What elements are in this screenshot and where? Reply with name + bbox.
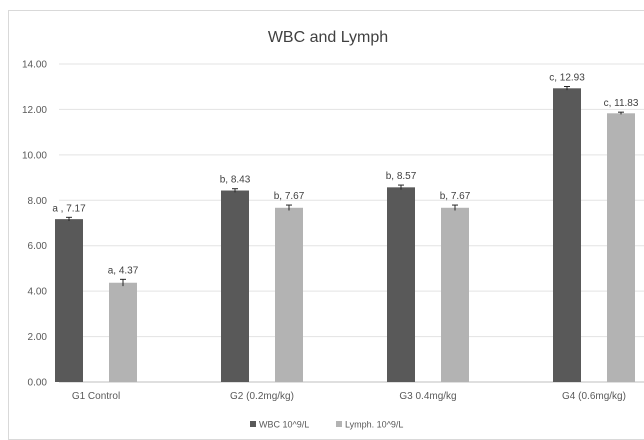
bar (221, 190, 249, 382)
data-label: a , 7.17 (52, 203, 86, 214)
data-label: c, 11.83 (604, 98, 639, 109)
bar (607, 113, 635, 382)
legend-label: WBC 10^9/L (259, 420, 309, 430)
bars: a , 7.17 a, 4.37 b, 8.43 b, 7.67 b, 8.57 b, 7… (52, 72, 639, 382)
y-tick-label: 12.00 (22, 105, 47, 116)
x-tick-label: G3 0.4mg/kg (399, 391, 456, 402)
y-tick-label: 6.00 (28, 241, 48, 252)
bar (441, 207, 469, 382)
x-axis: G1 Control G2 (0.2mg/kg) G3 0.4mg/kg G4 (0.… (72, 391, 626, 402)
gridlines (59, 63, 644, 383)
x-tick-label: G4 (0.6mg/kg) (562, 391, 626, 402)
y-tick-label: 4.00 (28, 287, 48, 298)
x-tick-label: G1 Control (72, 391, 120, 402)
y-tick-label: 8.00 (28, 196, 48, 207)
y-axis: 0.00 2.00 4.00 6.00 8.00 10.00 12.00 14.00 (22, 60, 47, 389)
bar (553, 88, 581, 382)
y-tick-label: 2.00 (28, 332, 48, 343)
data-label: b, 7.67 (440, 191, 471, 202)
legend-swatch (336, 421, 342, 427)
legend: WBC 10^9/L Lymph. 10^9/L (250, 420, 403, 430)
x-tick-label: G2 (0.2mg/kg) (230, 391, 294, 402)
y-tick-label: 10.00 (22, 150, 47, 161)
y-tick-label: 0.00 (28, 378, 48, 389)
legend-label: Lymph. 10^9/L (345, 420, 403, 430)
data-label: b, 7.67 (274, 191, 305, 202)
chart-title: WBC and Lymph (268, 29, 388, 46)
data-label: c, 12.93 (549, 72, 585, 83)
data-label: a, 4.37 (108, 265, 139, 276)
legend-swatch (250, 421, 256, 427)
bar (387, 187, 415, 382)
bar (275, 207, 303, 382)
bar (109, 282, 137, 382)
data-label: b, 8.57 (386, 171, 417, 182)
y-tick-label: 14.00 (22, 60, 47, 71)
data-label: b, 8.43 (220, 175, 251, 186)
bar (55, 219, 83, 382)
